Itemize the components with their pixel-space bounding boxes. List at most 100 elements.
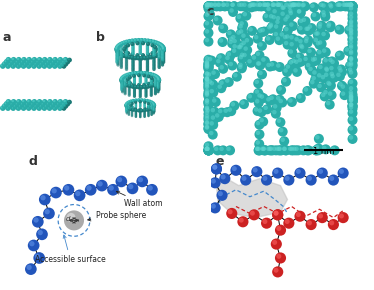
- Circle shape: [161, 51, 163, 52]
- Circle shape: [289, 35, 294, 39]
- Circle shape: [289, 61, 297, 68]
- Circle shape: [125, 41, 127, 42]
- Circle shape: [131, 111, 133, 113]
- Circle shape: [248, 3, 253, 7]
- Circle shape: [284, 69, 291, 76]
- Circle shape: [138, 56, 142, 60]
- Circle shape: [310, 11, 321, 21]
- Circle shape: [302, 18, 306, 22]
- Circle shape: [131, 106, 133, 108]
- Circle shape: [68, 59, 71, 62]
- Circle shape: [214, 112, 224, 122]
- Circle shape: [125, 46, 127, 48]
- Circle shape: [151, 109, 153, 111]
- Circle shape: [123, 73, 128, 78]
- Circle shape: [208, 57, 212, 61]
- Circle shape: [12, 64, 16, 68]
- Circle shape: [6, 58, 9, 60]
- Circle shape: [128, 103, 130, 105]
- Circle shape: [150, 107, 152, 109]
- Circle shape: [153, 104, 154, 106]
- Circle shape: [319, 170, 327, 178]
- Circle shape: [316, 82, 326, 93]
- Circle shape: [147, 101, 150, 104]
- Circle shape: [254, 79, 259, 84]
- Circle shape: [126, 107, 127, 109]
- Circle shape: [328, 58, 332, 62]
- Circle shape: [251, 3, 258, 10]
- Circle shape: [153, 58, 156, 61]
- Circle shape: [126, 101, 129, 105]
- Circle shape: [206, 148, 213, 155]
- Circle shape: [134, 107, 136, 109]
- Circle shape: [141, 42, 143, 44]
- Circle shape: [268, 94, 278, 104]
- Circle shape: [146, 44, 149, 47]
- Circle shape: [120, 47, 123, 50]
- Circle shape: [116, 175, 127, 187]
- Circle shape: [154, 41, 157, 43]
- Circle shape: [284, 27, 289, 31]
- Circle shape: [161, 57, 164, 61]
- Circle shape: [237, 16, 245, 23]
- Circle shape: [158, 43, 159, 44]
- Circle shape: [278, 119, 285, 126]
- Circle shape: [59, 58, 63, 62]
- Circle shape: [240, 3, 247, 10]
- Circle shape: [145, 82, 146, 83]
- Circle shape: [238, 63, 243, 67]
- Circle shape: [206, 122, 213, 129]
- Circle shape: [27, 58, 30, 60]
- Circle shape: [205, 146, 209, 151]
- Circle shape: [146, 66, 148, 68]
- Circle shape: [124, 84, 125, 86]
- Circle shape: [133, 72, 136, 75]
- Circle shape: [19, 62, 22, 66]
- Circle shape: [115, 46, 120, 50]
- Circle shape: [289, 1, 299, 11]
- Circle shape: [134, 89, 136, 91]
- Circle shape: [157, 50, 161, 53]
- Circle shape: [128, 104, 129, 105]
- Circle shape: [121, 80, 124, 84]
- Circle shape: [320, 3, 327, 10]
- Circle shape: [39, 194, 50, 205]
- Circle shape: [158, 79, 161, 82]
- Circle shape: [205, 146, 209, 151]
- Circle shape: [157, 86, 159, 89]
- Circle shape: [306, 219, 317, 230]
- Circle shape: [154, 111, 155, 113]
- Circle shape: [152, 108, 155, 111]
- Circle shape: [347, 3, 355, 10]
- Circle shape: [132, 83, 134, 84]
- Circle shape: [13, 62, 15, 64]
- Circle shape: [313, 30, 323, 40]
- Circle shape: [115, 55, 119, 58]
- Circle shape: [117, 47, 119, 49]
- Circle shape: [135, 116, 137, 118]
- Circle shape: [232, 44, 237, 48]
- Circle shape: [237, 46, 245, 53]
- Circle shape: [135, 112, 136, 113]
- Circle shape: [123, 41, 126, 45]
- Circle shape: [153, 49, 154, 51]
- Circle shape: [144, 91, 148, 94]
- Circle shape: [269, 95, 274, 100]
- Circle shape: [138, 69, 142, 73]
- Circle shape: [208, 79, 212, 84]
- Circle shape: [126, 61, 128, 64]
- Circle shape: [206, 146, 210, 151]
- Circle shape: [347, 1, 358, 11]
- Circle shape: [314, 31, 319, 36]
- Circle shape: [256, 61, 260, 66]
- Circle shape: [36, 255, 44, 263]
- Circle shape: [350, 62, 357, 69]
- Circle shape: [147, 115, 150, 117]
- Circle shape: [228, 7, 238, 17]
- Circle shape: [30, 242, 39, 251]
- Circle shape: [131, 101, 133, 104]
- Circle shape: [285, 3, 292, 10]
- Circle shape: [120, 52, 125, 57]
- Circle shape: [144, 112, 145, 113]
- Circle shape: [258, 117, 268, 127]
